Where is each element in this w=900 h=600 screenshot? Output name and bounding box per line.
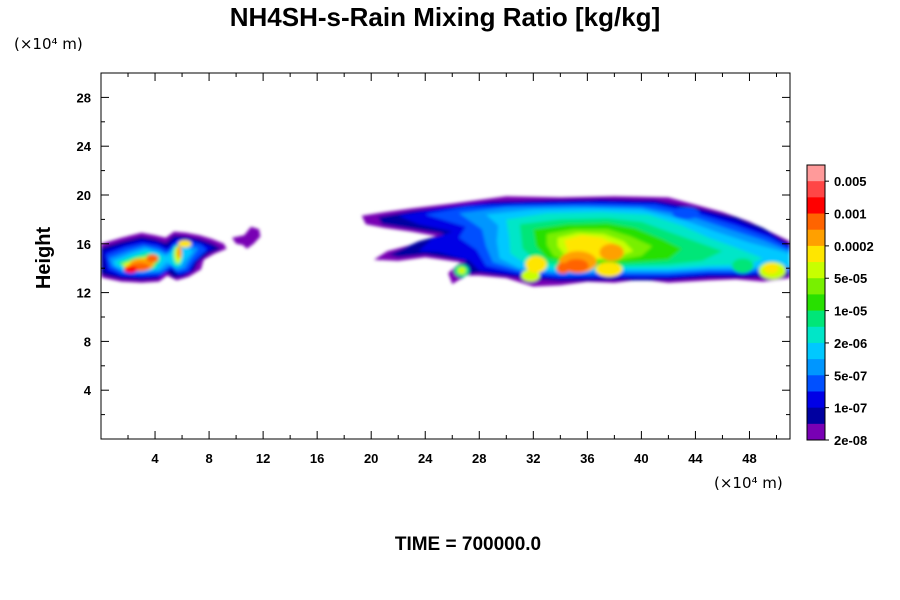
colorbar-label: 0.005: [834, 174, 867, 189]
colorbar-swatch: [807, 391, 825, 409]
cloud-core: [564, 259, 589, 273]
colorbar-swatch: [807, 423, 825, 441]
x-tick-label: 36: [580, 451, 594, 466]
x-tick-label: 32: [526, 451, 540, 466]
plot-frame: [100, 72, 791, 440]
colorbar-label: 1e-05: [834, 304, 867, 319]
y-tick-label: 20: [77, 188, 91, 203]
x-tick-label: 16: [310, 451, 324, 466]
cloud-core: [146, 254, 159, 263]
cloud-core: [731, 258, 754, 274]
colorbar-label: 5e-05: [834, 271, 867, 286]
x-unit-label: (×10⁴ m): [714, 474, 783, 492]
colorbar-swatch: [807, 181, 825, 198]
y-tick-label: 4: [84, 383, 92, 398]
y-tick-label: 28: [77, 90, 91, 105]
x-tick-label: 8: [205, 451, 212, 466]
cloud-core: [599, 243, 624, 261]
chart-title: NH4SH-s-Rain Mixing Ratio [kg/kg]: [230, 2, 660, 32]
x-tick-label: 4: [151, 451, 159, 466]
colorbar-swatch: [807, 310, 825, 328]
y-tick-label: 12: [77, 286, 91, 301]
colorbar-swatch: [807, 294, 825, 312]
colorbar-label: 2e-06: [834, 336, 867, 351]
colorbar-label: 2e-08: [834, 433, 867, 448]
colorbar-label: 5e-07: [834, 368, 867, 383]
cloud-core: [763, 262, 779, 274]
cloud-contour: [232, 226, 261, 249]
cloud-core: [178, 240, 192, 248]
x-axis: 4 8 12 16 20 24 28 32 36 40 44 48: [127, 73, 777, 466]
colorbar-frame: [806, 164, 826, 441]
y-axis-label: Height: [33, 227, 55, 290]
x-tick-label: 24: [418, 451, 433, 466]
x-tick-label: 20: [364, 451, 378, 466]
colorbar-swatch: [807, 245, 825, 263]
plot-area: [101, 196, 790, 287]
colorbar-swatch: [807, 197, 825, 215]
x-tick-label: 28: [472, 451, 486, 466]
y-axis: 4 8 12 16 20 24 28: [77, 90, 790, 416]
colorbar-swatch: [807, 213, 825, 231]
cloud-core: [525, 256, 547, 274]
colorbar-swatch: [807, 375, 825, 392]
colorbar: 0.005 0.001 0.0002 5e-05 1e-05 2e-06 5e-07 1e-0…: [806, 164, 874, 448]
cloud-core: [672, 207, 700, 220]
x-tick-label: 48: [742, 451, 756, 466]
cloud-core: [176, 246, 182, 259]
cloud-core: [457, 266, 466, 275]
colorbar-swatch: [807, 342, 825, 360]
colorbar-swatch: [807, 359, 825, 376]
colorbar-label: 1e-07: [834, 401, 867, 416]
colorbar-swatch: [807, 407, 825, 425]
colorbar-swatch: [807, 229, 825, 247]
colorbar-label: 0.001: [834, 207, 867, 222]
colorbar-swatch: [807, 165, 825, 182]
cloud-core: [595, 262, 623, 277]
time-label: TIME = 700000.0: [395, 534, 541, 555]
colorbar-swatch: [807, 278, 825, 295]
y-tick-label: 8: [84, 334, 91, 349]
cloud-core: [123, 265, 138, 274]
y-tick-label: 24: [77, 139, 92, 154]
colorbar-swatch: [807, 326, 825, 344]
x-tick-label: 12: [256, 451, 270, 466]
x-tick-label: 44: [688, 451, 703, 466]
y-tick-label: 16: [77, 237, 91, 252]
y-unit-label: (×10⁴ m): [14, 35, 83, 53]
x-tick-label: 40: [634, 451, 648, 466]
cloud-core: [556, 262, 570, 274]
colorbar-swatch: [807, 262, 825, 279]
colorbar-label: 0.0002: [834, 239, 874, 254]
cloud-field: [101, 196, 790, 287]
